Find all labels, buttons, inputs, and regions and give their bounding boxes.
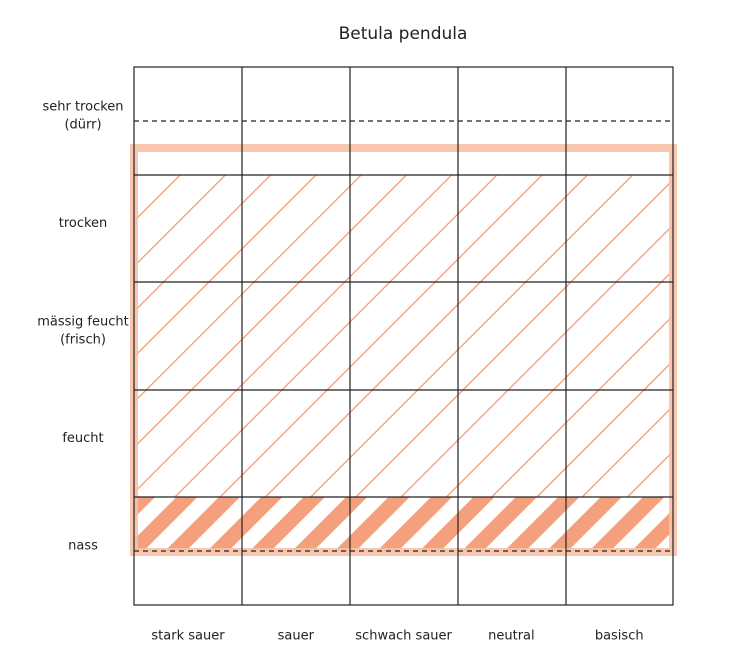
column-label: sauer bbox=[278, 629, 315, 644]
row-label: (frisch) bbox=[60, 333, 106, 348]
column-label: basisch bbox=[595, 629, 644, 644]
tolerated-area bbox=[134, 175, 673, 497]
row-label: trocken bbox=[59, 216, 108, 231]
column-label: schwach sauer bbox=[355, 629, 452, 644]
row-label: (dürr) bbox=[64, 118, 101, 133]
row-label: sehr trocken bbox=[42, 100, 123, 115]
grid-border bbox=[133, 66, 674, 606]
labels: sehr trocken (dürr) trocken mässig feucht (f… bbox=[37, 100, 643, 644]
row-label: mässig feucht bbox=[37, 315, 128, 330]
column-label: neutral bbox=[488, 629, 535, 644]
title: Betula pendula bbox=[339, 24, 468, 44]
column-label: stark sauer bbox=[151, 629, 225, 644]
row-label: feucht bbox=[62, 431, 103, 446]
grid bbox=[133, 66, 674, 606]
hatching bbox=[134, 175, 673, 551]
optimal-area bbox=[134, 497, 673, 551]
row-label: nass bbox=[68, 539, 98, 554]
